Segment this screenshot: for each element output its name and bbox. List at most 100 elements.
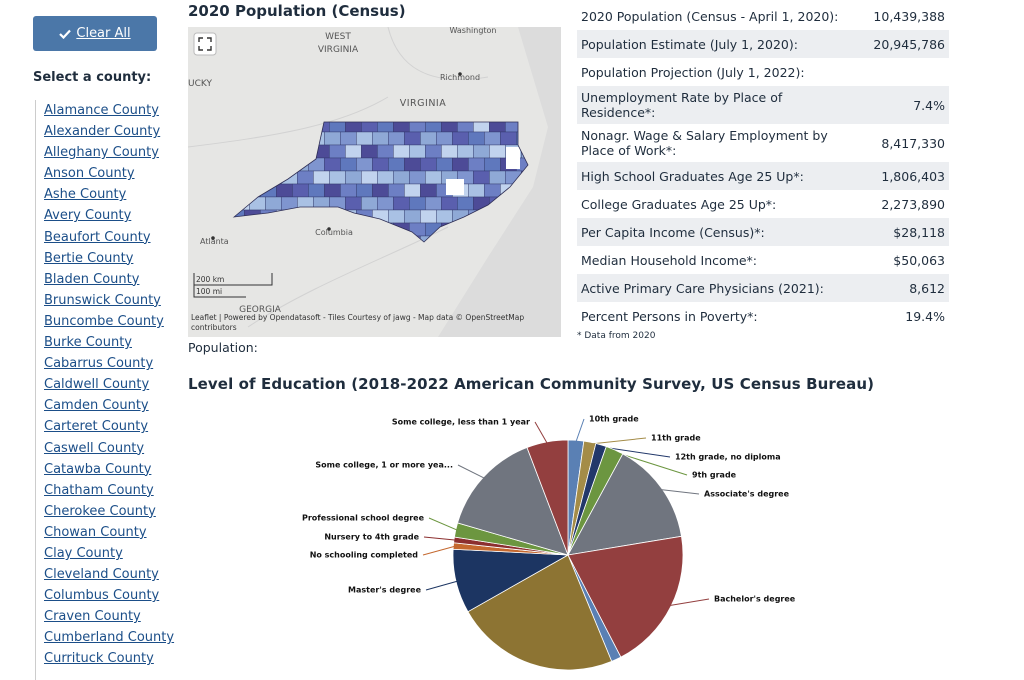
slice-label: Bachelor's degree xyxy=(714,595,796,604)
county-link[interactable]: Anson County xyxy=(44,166,135,182)
county-shape xyxy=(425,196,442,211)
map-label: GEORGIA xyxy=(239,305,282,315)
stat-value: 19.4% xyxy=(905,308,945,324)
county-shape xyxy=(361,196,378,211)
fullscreen-button[interactable] xyxy=(193,32,217,56)
county-link[interactable]: Bladen County xyxy=(44,271,140,287)
county-shape xyxy=(345,144,362,159)
county-link[interactable]: Cherokee County xyxy=(44,503,156,519)
county-shape xyxy=(297,170,314,185)
leader-line xyxy=(589,437,647,445)
slice-label: Professional school degree xyxy=(302,514,425,523)
map-label: Washington xyxy=(449,27,496,35)
county-shape xyxy=(409,144,426,159)
county-link[interactable]: Cabarrus County xyxy=(44,356,154,372)
county-link[interactable]: Burke County xyxy=(44,335,132,351)
county-link[interactable]: Clay County xyxy=(44,545,123,561)
stat-label: Unemployment Rate by Place of Residence*… xyxy=(577,86,861,124)
county-link[interactable]: Chowan County xyxy=(44,524,147,540)
county-shape xyxy=(356,157,373,172)
county-link[interactable]: Craven County xyxy=(44,609,141,625)
county-shape xyxy=(409,196,426,211)
stat-label: Population Projection (July 1, 2022): xyxy=(581,64,805,80)
county-shape xyxy=(356,131,373,146)
county-prompt: Select a county: xyxy=(33,70,152,85)
county-shape xyxy=(489,170,506,185)
county-shape xyxy=(468,183,485,198)
stats-row: Unemployment Rate by Place of Residence*… xyxy=(577,86,949,124)
map-label: Columbia xyxy=(315,228,353,237)
county-shape xyxy=(404,131,421,146)
county-link[interactable]: Chatham County xyxy=(44,482,154,498)
leader-line xyxy=(575,418,585,443)
county-shape xyxy=(265,196,282,211)
stats-row: Population Projection (July 1, 2022): xyxy=(577,58,949,86)
county-shape xyxy=(436,131,453,146)
scale-label: 200 km xyxy=(196,275,224,284)
slice-label: 11th grade xyxy=(651,434,701,443)
clear-all-button[interactable]: Clear All xyxy=(33,16,157,51)
county-shape xyxy=(377,144,394,159)
county-link[interactable]: Alamance County xyxy=(44,103,159,118)
county-link[interactable]: Cumberland County xyxy=(44,630,175,646)
county-link[interactable]: Cleveland County xyxy=(44,567,159,583)
county-link[interactable]: Camden County xyxy=(44,398,149,414)
county-link[interactable]: Brunswick County xyxy=(44,292,161,308)
county-link[interactable]: Avery County xyxy=(44,208,132,224)
map: WEST VIRGINIA Washington UCKY Richmond VIRGIN… xyxy=(188,27,561,337)
county-shape xyxy=(388,183,405,198)
county-link[interactable]: Columbus County xyxy=(44,588,160,604)
county-link[interactable]: Bertie County xyxy=(44,250,134,266)
slice-label: Master's degree xyxy=(348,586,422,595)
county-link[interactable]: Buncombe County xyxy=(44,313,164,329)
scale-label: 100 mi xyxy=(196,287,222,296)
county-link[interactable]: Ashe County xyxy=(44,187,127,203)
county-link[interactable]: Caldwell County xyxy=(44,377,150,393)
leader-line xyxy=(457,464,486,479)
stat-value: 20,945,786 xyxy=(861,30,949,58)
county-link[interactable]: Carteret County xyxy=(44,419,149,435)
pie-slice xyxy=(526,439,569,556)
slice-label: 10th grade xyxy=(589,415,639,424)
county-shape xyxy=(420,157,437,172)
county-shape xyxy=(484,131,501,146)
county-shape xyxy=(372,157,389,172)
county-shape xyxy=(340,157,357,172)
state-outline xyxy=(232,121,529,243)
county-shape xyxy=(393,170,410,185)
slice-label: Nursery to 4th grade xyxy=(324,533,419,542)
county-link[interactable]: Alexander County xyxy=(44,124,161,140)
county-link[interactable]: Beaufort County xyxy=(44,229,151,245)
county-shape xyxy=(420,209,437,224)
stat-value: 8,417,330 xyxy=(881,135,945,151)
county-link[interactable]: Currituck County xyxy=(44,651,154,667)
county-link[interactable]: Catawba County xyxy=(44,461,152,477)
slice-label: 12th grade, no diploma xyxy=(675,453,781,462)
county-shape xyxy=(425,144,442,159)
stats-row: Population Estimate (July 1, 2020): 20,94… xyxy=(577,30,949,58)
county-shape xyxy=(484,157,501,172)
county-shape xyxy=(441,144,458,159)
stats-row: Per Capita Income (Census)*: $28,118 xyxy=(577,218,949,246)
county-shape xyxy=(441,196,458,211)
county-shape xyxy=(377,170,394,185)
stats-row: Active Primary Care Physicians (2021): 8,… xyxy=(577,274,949,302)
stats-row: College Graduates Age 25 Up*: 2,273,890 xyxy=(577,190,949,218)
county-shape xyxy=(276,183,293,198)
county-shape xyxy=(361,144,378,159)
county-shape xyxy=(361,170,378,185)
county-shape xyxy=(340,131,357,146)
county-link[interactable]: Caswell County xyxy=(44,440,145,456)
county-shape xyxy=(452,157,469,172)
county-shape xyxy=(372,131,389,146)
slice-label: Associate's degree xyxy=(704,490,790,499)
county-link[interactable]: Alleghany County xyxy=(44,145,159,161)
stats-row: Nonagr. Wage & Salary Employment by Plac… xyxy=(577,124,949,162)
stat-label: 2020 Population (Census - April 1, 2020)… xyxy=(581,8,839,24)
pie-slice xyxy=(467,554,613,670)
county-shape xyxy=(313,170,330,185)
stat-label: High School Graduates Age 25 Up*: xyxy=(577,162,861,190)
county-shape xyxy=(409,170,426,185)
